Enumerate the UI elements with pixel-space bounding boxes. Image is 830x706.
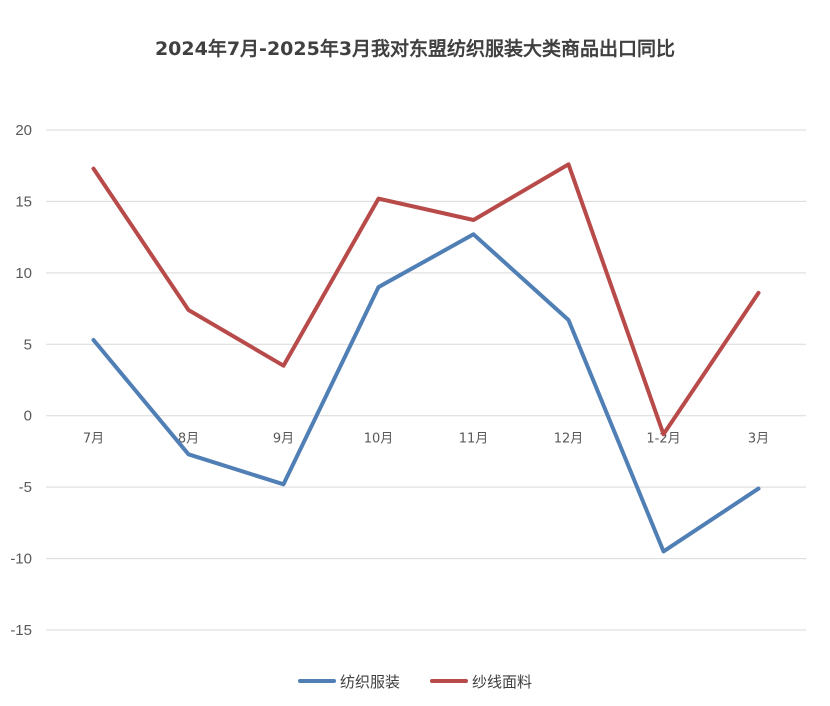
x-tick-label: 7月 — [83, 432, 104, 447]
y-tick-label: 20 — [15, 122, 32, 139]
x-tick-label: 10月 — [364, 432, 394, 447]
x-tick-label: 3月 — [748, 432, 769, 447]
chart-title: 2024年7月-2025年3月我对东盟纺织服装大类商品出口同比 — [154, 38, 676, 60]
x-tick-label: 8月 — [178, 432, 199, 447]
legend-label-2: 纱线面料 — [472, 673, 532, 691]
y-tick-label: -15 — [10, 622, 32, 639]
series-line-2 — [91, 162, 761, 437]
series-line-1 — [91, 232, 761, 554]
y-tick-label: -10 — [10, 551, 32, 568]
x-tick-label: 11月 — [459, 432, 489, 447]
y-tick-label: 5 — [24, 336, 32, 353]
legend-label-1: 纺织服装 — [340, 673, 400, 691]
x-tick-label: 9月 — [273, 432, 294, 447]
x-tick-label: 1-2月 — [646, 432, 680, 447]
y-tick-label: -5 — [19, 479, 32, 496]
y-tick-label: 15 — [15, 193, 32, 210]
x-tick-label: 12月 — [554, 432, 584, 447]
y-tick-label: 10 — [15, 265, 32, 282]
y-tick-label: 0 — [24, 408, 32, 425]
